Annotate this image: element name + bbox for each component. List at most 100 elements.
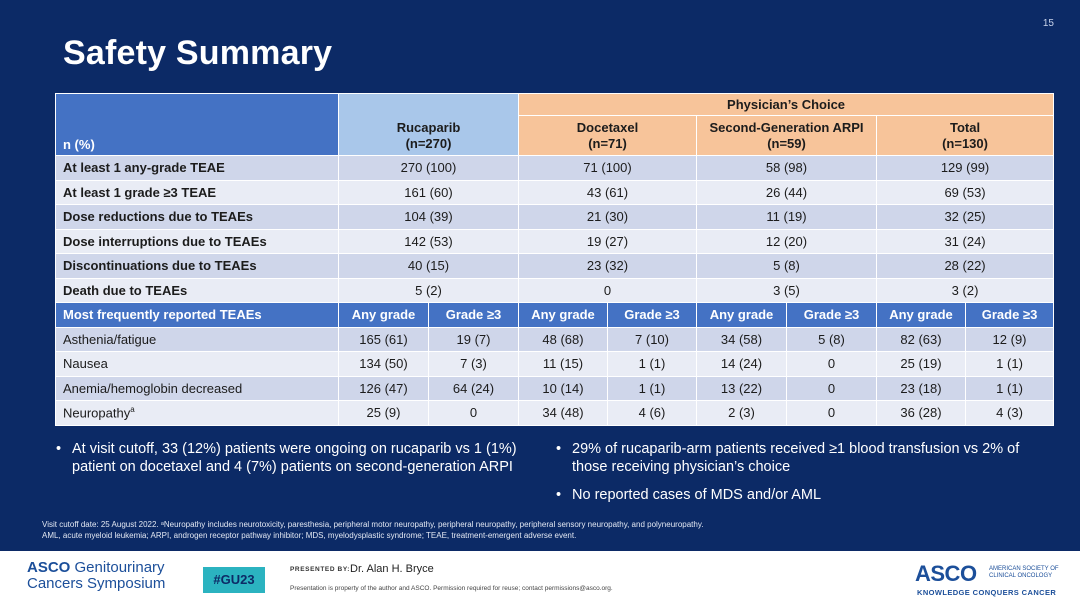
asco-tagline: KNOWLEDGE CONQUERS CANCER [917,588,1057,597]
col-header-arpi: Second-Generation ARPI (n=59) [696,115,878,156]
bullets-left: • At visit cutoff, 33 (12%) patients were… [56,440,526,486]
table-cell: 14 (24) [696,351,788,377]
row-label: Neuropathy [63,405,131,421]
table-cell: 1 (1) [607,351,698,377]
table-cell: 3 (5) [696,277,878,303]
any-grade-header: Any grade [696,302,788,328]
table-cell: 11 (15) [518,351,609,377]
col-n: (n=270) [405,136,452,151]
row-label: Asthenia/fatigue [63,331,157,347]
table-cell: 43 (61) [518,179,698,205]
summary-rows: At least 1 any-grade TEAE 270 (100) 71 (10… [55,155,1055,303]
bullet-text: 29% of rucaparib-arm patients received ≥… [572,441,1020,475]
teae-header-label: Most frequently reported TEAEs [55,302,339,328]
table-cell: 161 (60) [337,179,520,205]
col-name: Rucaparib [396,120,461,135]
table-cell: 10 (14) [518,375,609,401]
presenter-name: Dr. Alan H. Bryce [350,563,434,575]
table-row: Neuropathya 25 (9) 0 34 (48) 4 (6) 2 (3) 0 36 (… [55,400,1055,426]
corner-label: n (%) [55,93,339,156]
symposium-logo: ASCO Genitourinary Cancers Symposium [27,560,165,592]
row-label: Nausea [63,356,108,372]
bullet-dot-icon: • [556,441,562,457]
table-cell: 11 (19) [696,204,878,230]
table-cell: 71 (100) [518,155,698,181]
row-label-cell: Anemia/hemoglobin decreased [55,375,339,401]
symposium-gu: Genitourinary [70,559,165,576]
table-row: At least 1 grade ≥3 TEAE 161 (60) 43 (61) 2… [55,179,1055,205]
table-cell: 82 (63) [876,326,967,352]
row-label: Dose interruptions due to TEAEs [55,228,339,254]
col-name: Second-Generation ARPI [709,119,864,135]
table-cell: 34 (58) [696,326,788,352]
row-label-cell: Nausea [55,351,339,377]
row-label: Anemia/hemoglobin decreased [63,380,243,396]
table-cell: 4 (3) [965,400,1055,426]
table-row: At least 1 any-grade TEAE 270 (100) 71 (10… [55,155,1055,181]
table-cell: 19 (7) [427,326,520,352]
table-cell: 142 (53) [337,228,520,254]
table-cell: 31 (24) [876,228,1055,254]
table-cell: 1 (1) [965,351,1055,377]
asco-society-name: AMERICAN SOCIETY OF CLINICAL ONCOLOGY [989,566,1059,579]
table-cell: 126 (47) [338,375,429,401]
table-row: Dose reductions due to TEAEs 104 (39) 21 (… [55,204,1055,230]
table-cell: 5 (8) [696,253,878,279]
bullet-text: No reported cases of MDS and/or AML [572,487,822,503]
page-number: 15 [1042,18,1054,29]
table-cell: 134 (50) [338,351,429,377]
header-row-group: n (%) Rucaparib (n=270) Physician’s Choi… [55,93,1055,156]
any-grade-header: Any grade [518,302,609,328]
table-cell: 0 [786,375,878,401]
col-n: (n=71) [588,135,627,151]
table-cell: 28 (22) [876,253,1055,279]
table-cell: 48 (68) [518,326,609,352]
table-row: Death due to TEAEs 5 (2) 0 3 (5) 3 (2) [55,277,1055,303]
bullet-item: • 29% of rucaparib-arm patients received … [556,440,1036,476]
grade3-header: Grade ≥3 [786,302,878,328]
bullet-item: • At visit cutoff, 33 (12%) patients were… [56,440,526,476]
col-n: (n=130) [942,135,988,151]
table-cell: 1 (1) [607,375,698,401]
footnote-line-1: Visit cutoff date: 25 August 2022. ᵃNeur… [42,520,704,529]
table-cell: 36 (28) [876,400,967,426]
teae-rows: Asthenia/fatigue 165 (61) 19 (7) 48 (68) 7 (… [55,326,1055,426]
table-cell: 26 (44) [696,179,878,205]
hashtag-badge: #GU23 [203,567,265,593]
disclaimer: Presentation is property of the author a… [290,585,613,592]
grade3-header: Grade ≥3 [607,302,698,328]
teae-header-row: Most frequently reported TEAEs Any grade… [55,302,1055,328]
row-label: Discontinuations due to TEAEs [55,253,339,279]
grade3-header: Grade ≥3 [965,302,1055,328]
table-cell: 21 (30) [518,204,698,230]
row-label: Dose reductions due to TEAEs [55,204,339,230]
row-label: At least 1 any-grade TEAE [55,155,339,181]
bullets-right: • 29% of rucaparib-arm patients received … [556,440,1036,514]
table-cell: 25 (19) [876,351,967,377]
group-header-physicians-choice: Physician’s Choice [518,93,1055,116]
footnote-marker: a [130,405,135,415]
bullet-text: At visit cutoff, 33 (12%) patients were … [72,441,517,475]
slide-title: Safety Summary [63,34,333,72]
table-cell: 4 (6) [607,400,698,426]
header-row-columns: Docetaxel (n=71) Second-Generation ARPI … [56,115,1055,156]
table-cell: 19 (27) [518,228,698,254]
bullet-dot-icon: • [56,441,62,457]
table-row: Asthenia/fatigue 165 (61) 19 (7) 48 (68) 7 (… [55,326,1055,352]
any-grade-header: Any grade [338,302,429,328]
table-cell: 7 (3) [427,351,520,377]
table-cell: 0 [427,400,520,426]
table-cell: 25 (9) [338,400,429,426]
footnote-line-2: AML, acute myeloid leukemia; ARPI, andro… [42,531,577,540]
table-cell: 270 (100) [337,155,520,181]
table-cell: 12 (9) [965,326,1055,352]
asco-wordmark: ASCO [915,561,977,586]
table-cell: 23 (18) [876,375,967,401]
table-cell: 34 (48) [518,400,609,426]
table-cell: 7 (10) [607,326,698,352]
table-cell: 69 (53) [876,179,1055,205]
table-cell: 0 [786,400,878,426]
table-cell: 1 (1) [965,375,1055,401]
table-cell: 32 (25) [876,204,1055,230]
